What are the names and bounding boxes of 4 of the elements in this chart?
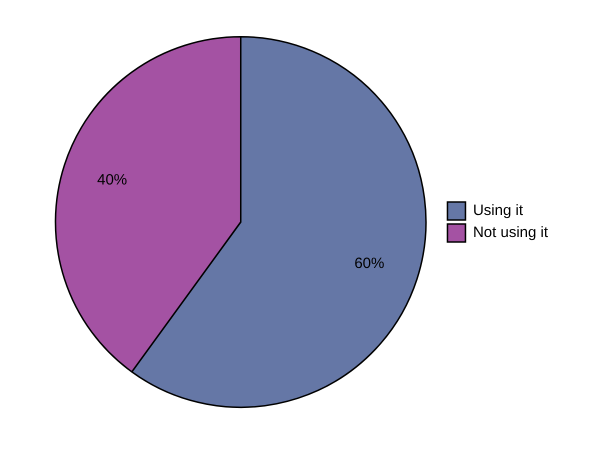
data-label: 40% — [97, 171, 128, 188]
legend-label: Not using it — [472, 224, 549, 242]
legend-label: Using it — [472, 202, 524, 220]
data-label: 60% — [354, 254, 384, 272]
